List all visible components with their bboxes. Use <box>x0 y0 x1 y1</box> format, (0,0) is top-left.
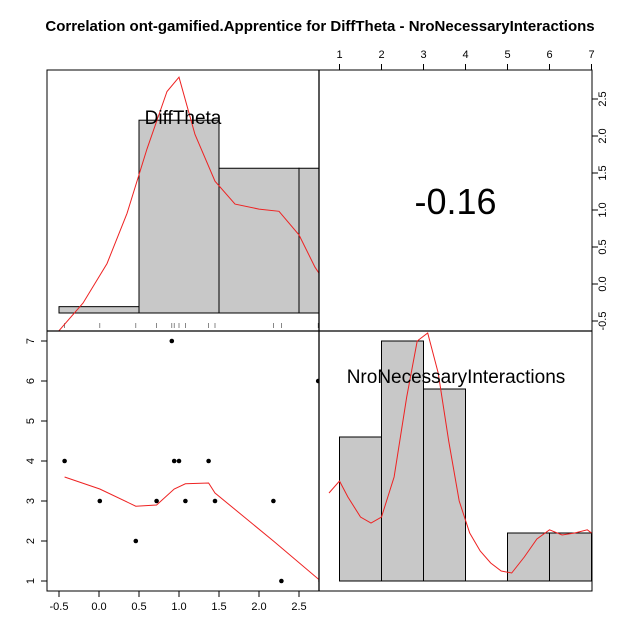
x-tick-label: 2.5 <box>291 601 306 613</box>
scatter-point <box>97 498 103 504</box>
density-line-difftheta <box>58 76 319 331</box>
right-tick-label: 0.5 <box>597 239 609 254</box>
right-tick-label: 0.0 <box>597 276 609 291</box>
scatter-point <box>183 498 188 504</box>
right-tick-label: 2.5 <box>597 91 609 106</box>
x-tick-label: 0.5 <box>131 601 146 613</box>
y-tick-label: 2 <box>25 538 37 544</box>
scatter-point <box>212 498 218 504</box>
y-tick-label: 5 <box>25 418 37 424</box>
scatter-point <box>206 458 211 464</box>
hist-bar-nro <box>381 340 424 582</box>
y-tick-label: 1 <box>25 578 37 584</box>
scatter-point <box>271 498 276 504</box>
scatter-point <box>279 578 284 584</box>
scatter-point <box>154 498 159 504</box>
top-tick-label: 3 <box>420 49 426 61</box>
scatter-point <box>176 458 182 464</box>
hist-bar-nro <box>339 436 382 582</box>
y-tick-label: 4 <box>25 458 37 464</box>
x-tick-label: 2.0 <box>251 601 266 613</box>
panel-top-right: -0.16 <box>414 181 496 222</box>
variable-label-difftheta: DiffTheta <box>145 108 222 129</box>
hist-bar-nro <box>423 388 466 582</box>
scatter-point <box>169 338 175 344</box>
hist-bar-difftheta <box>138 119 220 314</box>
variable-label-nro: NroNecessaryInteractions <box>347 367 566 388</box>
x-tick-label: 0.0 <box>91 601 106 613</box>
top-tick-label: 5 <box>504 49 510 61</box>
scatter-point <box>171 458 177 464</box>
top-tick-label: 1 <box>336 49 342 61</box>
x-tick-label: 1.0 <box>171 601 186 613</box>
correlation-value: -0.16 <box>414 181 496 222</box>
axes: -0.5 0.0 0.5 1.0 1.5 2.0 2.5 1 2 3 4 5 6 7 1 2 3 4 5 6 7 -0.5… <box>25 49 609 613</box>
hist-bar-nro <box>549 532 592 582</box>
density-line-nro <box>328 332 592 574</box>
top-tick-label: 7 <box>588 49 594 61</box>
right-tick-label: 1.5 <box>597 165 609 180</box>
y-tick-label: 7 <box>25 338 37 344</box>
panel-top-left: DiffTheta <box>58 76 319 331</box>
scatter-point <box>315 378 319 384</box>
top-tick-label: 2 <box>378 49 384 61</box>
top-tick-label: 6 <box>546 49 552 61</box>
panel-bottom-right: NroNecessaryInteractions <box>328 332 592 582</box>
y-tick-label: 6 <box>25 378 37 384</box>
top-tick-label: 4 <box>462 49 468 61</box>
right-tick-label: -0.5 <box>597 312 609 331</box>
x-tick-label: 1.5 <box>211 601 226 613</box>
scatter-point <box>62 458 67 464</box>
chart-title: Correlation ont-gamified.Apprentice for … <box>45 18 595 35</box>
x-tick-label: -0.5 <box>50 601 69 613</box>
panel-bottom-left <box>62 338 319 584</box>
hist-bar-difftheta <box>58 306 140 314</box>
right-tick-label: 2.0 <box>597 128 609 143</box>
hist-bar-nro <box>507 532 550 582</box>
y-tick-label: 3 <box>25 498 37 504</box>
hist-bar-difftheta <box>218 167 300 314</box>
right-tick-label: 1.0 <box>597 202 609 217</box>
scatter-point <box>133 538 139 544</box>
hist-bar-difftheta <box>298 167 319 314</box>
smooth-line <box>64 476 319 581</box>
